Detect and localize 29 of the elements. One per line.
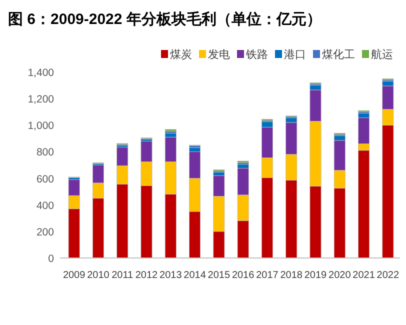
- title: 图 6：2009-2022 年分板块毛利（单位：亿元）: [8, 11, 322, 28]
- legend-label: 煤化工: [322, 49, 355, 61]
- x-tick-label: 2020: [328, 270, 352, 281]
- x-tick-label: 2011: [112, 270, 134, 281]
- legend-label: 发电: [208, 48, 230, 61]
- y-tick-label: 600: [36, 173, 54, 186]
- y-tick-label: 1,200: [28, 94, 54, 106]
- x-tick-label: 2021: [352, 270, 376, 281]
- legend-label: 煤炭: [170, 48, 192, 61]
- x-tick-label: 2013: [160, 270, 182, 281]
- x-tick-label: 2018: [280, 270, 303, 281]
- legend-label: 港口: [284, 48, 306, 61]
- x-tick-label: 2014: [184, 270, 206, 281]
- legend-label: 航运: [371, 48, 393, 61]
- y-tick-label: 800: [36, 146, 54, 159]
- y-tick-label: 1,000: [28, 120, 54, 132]
- x-tick-label: 2022: [376, 270, 400, 281]
- x-tick-label: 2010: [87, 270, 110, 281]
- y-tick-label: 1,400: [28, 67, 54, 79]
- x-tick-label: 2019: [304, 270, 328, 281]
- y-tick-label: 400: [36, 200, 54, 212]
- y-tick-label: 0: [48, 253, 54, 265]
- x-tick-label: 2012: [135, 270, 158, 281]
- x-tick-label: 2015: [208, 270, 230, 281]
- x-tick-label: 2017: [256, 270, 279, 281]
- y-tick-label: 200: [36, 226, 54, 238]
- legend-label: 铁路: [245, 49, 268, 61]
- x-tick-label: 2009: [62, 270, 86, 281]
- x-tick-label: 2016: [232, 270, 255, 281]
